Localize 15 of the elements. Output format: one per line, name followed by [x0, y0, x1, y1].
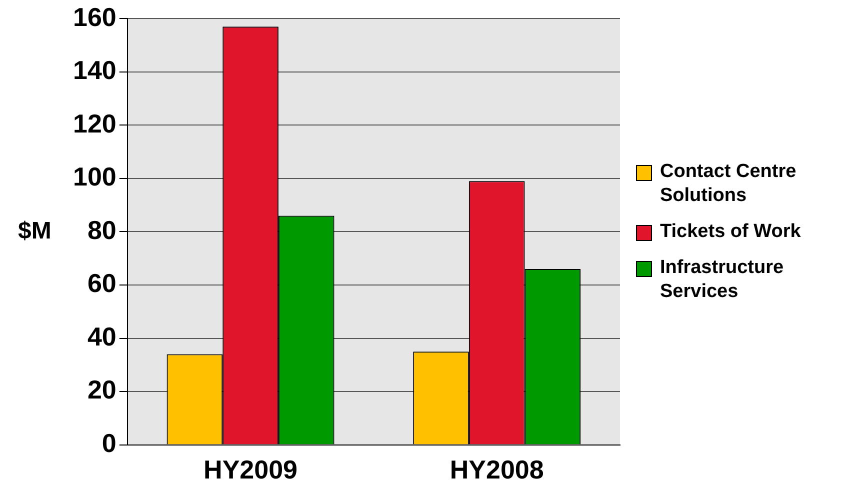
y-tick-label: 160	[72, 2, 116, 32]
legend-label: Tickets of Work	[660, 220, 801, 244]
x-tick-label: HY2009	[204, 454, 298, 485]
y-tick-label: 80	[87, 214, 116, 245]
x-tick-label: HY2008	[450, 454, 544, 485]
y-tick-label: 60	[87, 268, 116, 298]
y-axis-title: $M	[18, 217, 52, 244]
y-tick-label: 40	[87, 321, 116, 352]
y-tick-label: 120	[72, 108, 116, 138]
legend-label: Infrastructure Services	[660, 256, 785, 304]
y-tick-label: 100	[72, 162, 116, 192]
y-tick-label: 20	[87, 374, 116, 405]
y-tick-label: 0	[102, 428, 116, 458]
y-tick-label: 140	[72, 55, 116, 86]
legend-label: Contact Centre Solutions	[660, 160, 798, 208]
